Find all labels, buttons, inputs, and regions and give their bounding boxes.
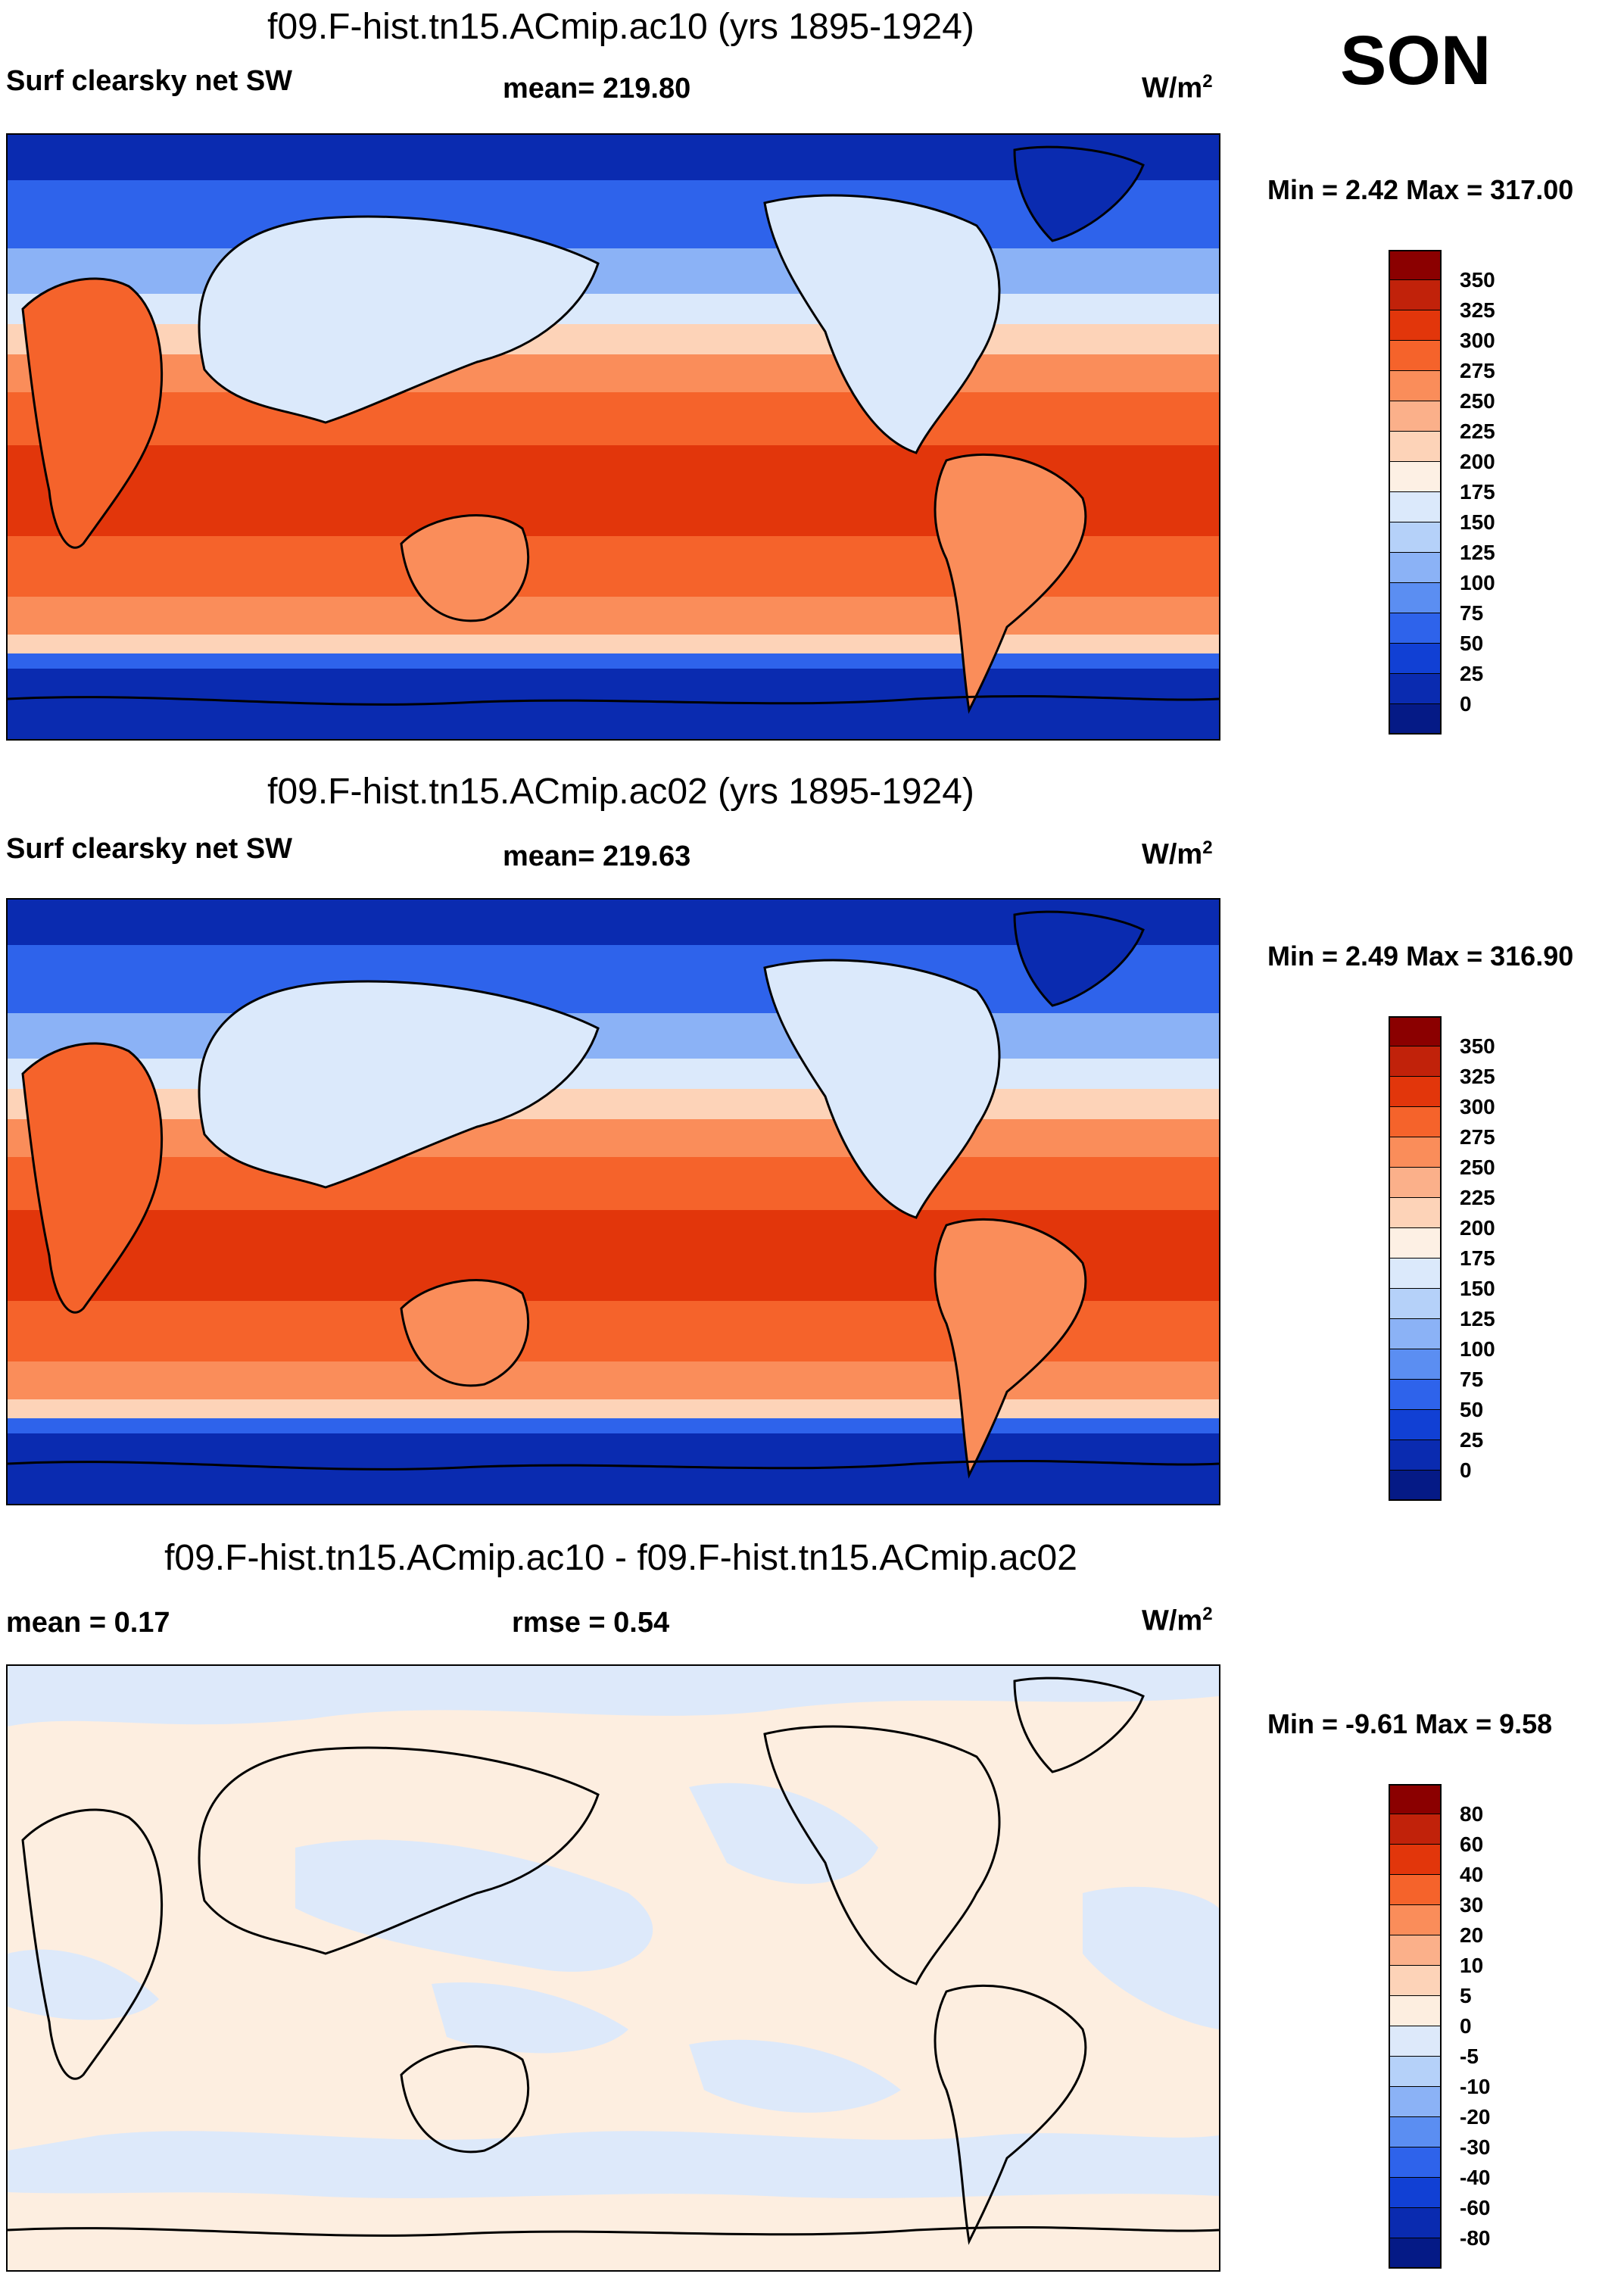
colorbar-tick-label: 30: [1460, 1893, 1484, 1917]
colorbar-tick-label: 80: [1460, 1802, 1484, 1826]
panel-2-field: [8, 900, 1219, 1504]
colorbar-tick-label: 75: [1460, 601, 1484, 625]
colorbar-tick-label: 200: [1460, 1216, 1495, 1240]
colorbar-tick-label: 325: [1460, 298, 1495, 322]
colorbar-tick-label: 275: [1460, 359, 1495, 382]
colorbar-tick-label: -20: [1460, 2105, 1491, 2129]
colorbar-tick-label: 60: [1460, 1832, 1484, 1856]
colorbar-tick-label: 125: [1460, 1307, 1495, 1330]
colorbar-tick-label: 75: [1460, 1368, 1484, 1391]
colorbar-tick-label: -40: [1460, 2166, 1491, 2189]
panel-1-units: W/m2: [1142, 71, 1213, 104]
colorbar-tick-label: 50: [1460, 1398, 1484, 1421]
colorbar-tick-label: 100: [1460, 1337, 1495, 1361]
colorbar-tick-label: 300: [1460, 1095, 1495, 1118]
colorbar-tick-label: 100: [1460, 571, 1495, 594]
colorbar-tick-label: 175: [1460, 1246, 1495, 1270]
colorbar-tick-label: -5: [1460, 2045, 1479, 2068]
panel-3-colorbar: [1389, 1784, 1442, 2269]
panel-3-units: W/m2: [1142, 1604, 1213, 1637]
colorbar-tick-label: 250: [1460, 1156, 1495, 1179]
panel-2-units: W/m2: [1142, 837, 1213, 871]
panel-3-rmse-label: rmse = 0.54: [512, 1607, 670, 1639]
panel-1-map: [6, 133, 1220, 741]
colorbar-tick-label: -80: [1460, 2226, 1491, 2250]
panel-3-map: [6, 1664, 1220, 2272]
colorbar-tick-label: 175: [1460, 480, 1495, 504]
colorbar-tick-label: 225: [1460, 420, 1495, 443]
panel-3-title: f09.F-hist.tn15.ACmip.ac10 - f09.F-hist.…: [164, 1538, 1077, 1578]
colorbar-tick-label: 0: [1460, 2014, 1472, 2038]
panel-2-mean-label: mean= 219.63: [503, 841, 691, 872]
colorbar-tick-label: 0: [1460, 692, 1472, 716]
colorbar-tick-label: 10: [1460, 1954, 1484, 1977]
panel-2-title: f09.F-hist.tn15.ACmip.ac02 (yrs 1895-192…: [267, 772, 974, 812]
colorbar-tick-label: 200: [1460, 450, 1495, 473]
colorbar-tick-label: 125: [1460, 541, 1495, 564]
colorbar-tick-label: 150: [1460, 1277, 1495, 1300]
panel-1-colorbar: [1389, 250, 1442, 735]
colorbar-tick-label: 20: [1460, 1923, 1484, 1947]
season-label: SON: [1340, 22, 1492, 99]
panel-1-minmax: Min = 2.42 Max = 317.00: [1267, 174, 1574, 205]
colorbar-tick-label: 40: [1460, 1863, 1484, 1886]
panel-3-mean-label: mean = 0.17: [6, 1607, 170, 1639]
panel-3-field: [8, 1666, 1219, 2270]
colorbar-tick-label: -30: [1460, 2135, 1491, 2159]
colorbar-tick-label: 25: [1460, 662, 1484, 685]
colorbar-tick-label: 25: [1460, 1428, 1484, 1452]
panel-3-minmax: Min = -9.61 Max = 9.58: [1267, 1708, 1553, 1739]
panel-1-field: [8, 135, 1219, 739]
panel-1-variable-label: Surf clearsky net SW: [6, 65, 293, 97]
colorbar-tick-label: 350: [1460, 1034, 1495, 1058]
colorbar-tick-label: 150: [1460, 510, 1495, 534]
panel-1-mean-label: mean= 219.80: [503, 73, 691, 104]
colorbar-tick-label: 0: [1460, 1458, 1472, 1482]
colorbar-tick-label: 325: [1460, 1065, 1495, 1088]
panel-1-title: f09.F-hist.tn15.ACmip.ac10 (yrs 1895-192…: [267, 7, 974, 47]
panel-2-variable-label: Surf clearsky net SW: [6, 833, 293, 865]
colorbar-tick-label: 275: [1460, 1125, 1495, 1149]
colorbar-tick-label: 225: [1460, 1186, 1495, 1209]
colorbar-tick-label: 300: [1460, 329, 1495, 352]
colorbar-tick-label: -10: [1460, 2075, 1491, 2098]
colorbar-tick-label: 5: [1460, 1984, 1472, 2007]
colorbar-tick-label: -60: [1460, 2196, 1491, 2219]
panel-2-minmax: Min = 2.49 Max = 316.90: [1267, 940, 1574, 972]
panel-2-colorbar: [1389, 1016, 1442, 1501]
panel-2-map: [6, 898, 1220, 1505]
colorbar-tick-label: 350: [1460, 268, 1495, 292]
colorbar-tick-label: 50: [1460, 632, 1484, 655]
colorbar-tick-label: 250: [1460, 389, 1495, 413]
